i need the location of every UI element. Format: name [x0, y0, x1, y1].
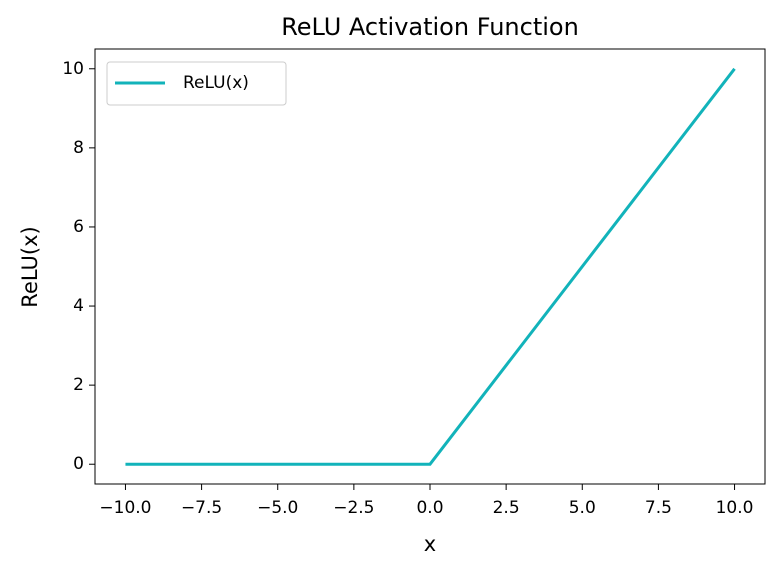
y-tick-label: 10: [62, 59, 84, 79]
y-tick-label: 8: [73, 138, 84, 158]
x-tick-label: 5.0: [569, 498, 596, 518]
data-line: [125, 67, 736, 466]
x-axis-label: x: [424, 532, 436, 556]
x-tick-label: 2.5: [493, 498, 520, 518]
x-tick-label: −10.0: [99, 498, 151, 518]
x-tick-label: −7.5: [181, 498, 222, 518]
x-tick-label: 10.0: [716, 498, 754, 518]
y-tick-label: 4: [73, 296, 84, 316]
y-tick-label: 2: [73, 375, 84, 395]
x-tick-label: −2.5: [333, 498, 374, 518]
y-tick-label: 6: [73, 217, 84, 237]
legend-box: [106, 61, 287, 106]
plot-frame: [94, 48, 766, 485]
x-tick-label: 7.5: [645, 498, 672, 518]
legend-label: ReLU(x): [183, 73, 249, 93]
y-tick-label: 0: [73, 454, 84, 474]
x-tick-label: 0.0: [416, 498, 443, 518]
y-axis-label: ReLU(x): [18, 226, 42, 307]
chart-title: ReLU Activation Function: [281, 13, 579, 41]
x-tick-label: −5.0: [257, 498, 298, 518]
